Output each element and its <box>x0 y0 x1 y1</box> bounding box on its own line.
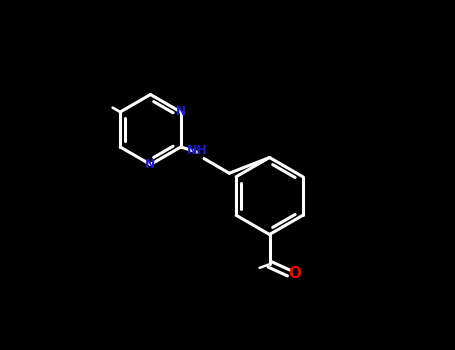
Text: O: O <box>288 266 302 281</box>
Text: N: N <box>176 105 186 119</box>
Text: NH: NH <box>187 144 208 157</box>
Text: N: N <box>145 158 156 171</box>
